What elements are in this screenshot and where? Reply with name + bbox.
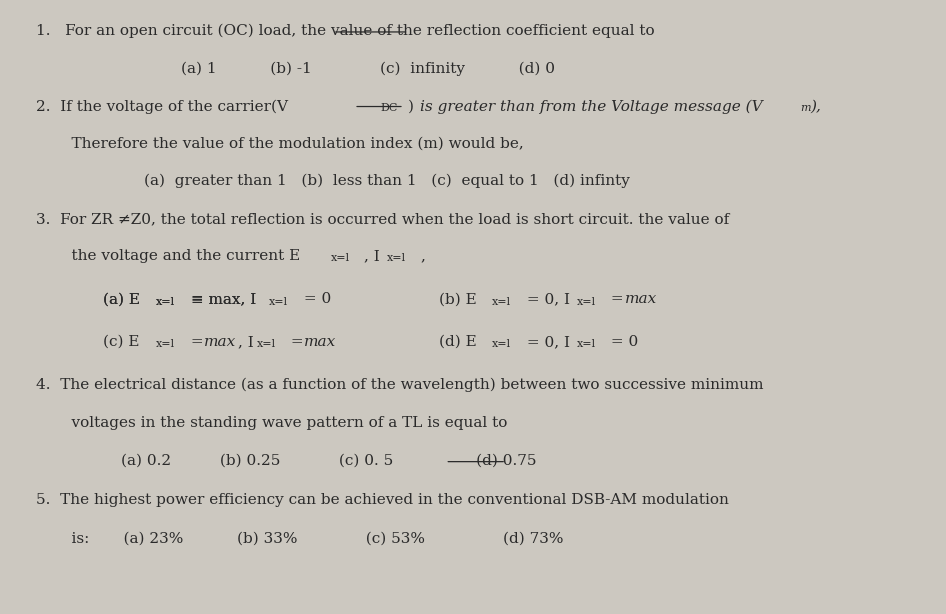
Text: max: max [305,335,337,349]
Text: is greater than from the Voltage message (V: is greater than from the Voltage message… [420,99,763,114]
Text: DC: DC [381,104,398,114]
Text: x=l: x=l [577,297,596,306]
Text: x=l: x=l [331,253,350,263]
Text: voltages in the standing wave pattern of a TL is equal to: voltages in the standing wave pattern of… [52,416,507,430]
Text: x=l: x=l [269,297,288,306]
Text: max: max [625,292,657,306]
Text: x=l: x=l [492,297,512,306]
Text: ≡ max, I: ≡ max, I [185,292,255,306]
Text: 5.  The highest power efficiency can be achieved in the conventional DSB-AM modu: 5. The highest power efficiency can be a… [36,494,729,507]
Text: x=l: x=l [492,340,512,349]
Text: x=l: x=l [156,297,175,306]
Text: is:       (a) 23%           (b) 33%              (c) 53%                (d) 73%: is: (a) 23% (b) 33% (c) 53% (d) 73% [52,532,564,546]
Text: ): ) [408,99,418,113]
Text: (a) 1           (b) -1              (c)  infinity           (d) 0: (a) 1 (b) -1 (c) infinity (d) 0 [181,61,555,76]
Text: (d) E: (d) E [439,335,477,349]
Text: =: = [286,335,308,349]
Text: , I: , I [364,249,380,263]
Text: 1.   For an open circuit (OC) load, the value of the reflection coefficient equa: 1. For an open circuit (OC) load, the va… [36,24,655,39]
Text: ,: , [420,249,426,263]
Text: (a)  greater than 1   (b)  less than 1   (c)  equal to 1   (d) infinty: (a) greater than 1 (b) less than 1 (c) e… [144,174,630,188]
Text: (b) E: (b) E [439,292,477,306]
Text: m: m [800,104,811,114]
Text: 4.  The electrical distance (as a function of the wavelength) between two succes: 4. The electrical distance (as a functio… [36,377,763,392]
Text: x=l: x=l [156,297,175,307]
Text: = 0: = 0 [606,335,639,349]
Text: = 0: = 0 [299,292,331,306]
Text: ),: ), [810,99,821,113]
Text: x=l: x=l [387,253,407,263]
Text: (a) 0.2          (b) 0.25            (c) 0. 5                 (d) 0.75: (a) 0.2 (b) 0.25 (c) 0. 5 (d) 0.75 [121,454,536,468]
Text: (c) E: (c) E [103,335,139,349]
Text: (a) E: (a) E [103,292,140,306]
Text: =: = [185,335,208,349]
Text: Therefore the value of the modulation index (m) would be,: Therefore the value of the modulation in… [52,137,524,151]
Text: = 0, I: = 0, I [522,292,569,306]
Text: 2.  If the voltage of the carrier(V: 2. If the voltage of the carrier(V [36,99,289,114]
Text: the voltage and the current E: the voltage and the current E [52,249,300,263]
Text: , I: , I [238,335,254,349]
Text: = max, I: = max, I [185,292,255,306]
Text: = 0, I: = 0, I [522,335,569,349]
Text: x=l: x=l [256,340,275,349]
Text: 3.  For ZR ≠Z0, the total reflection is occurred when the load is short circuit.: 3. For ZR ≠Z0, the total reflection is o… [36,212,729,227]
Text: max: max [204,335,236,349]
Text: x=l: x=l [156,340,175,349]
Text: x=l: x=l [577,340,596,349]
Text: =: = [606,292,629,306]
Text: (a) E: (a) E [103,292,140,306]
